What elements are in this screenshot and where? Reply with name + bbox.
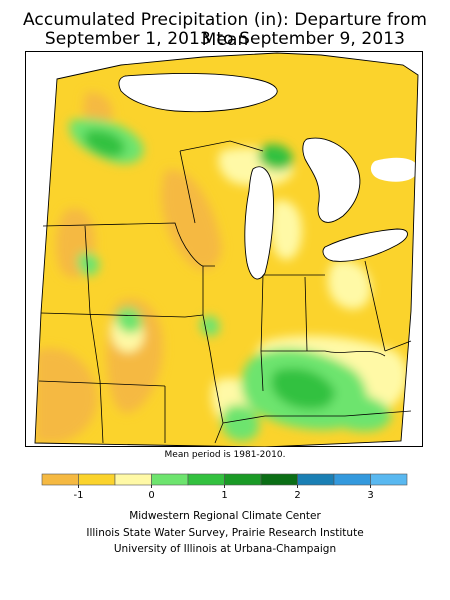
boundary-iowa-north — [42, 222, 215, 267]
lake-ontario — [370, 157, 418, 182]
surplus-zone-missouri-north — [116, 307, 142, 333]
credit-university: University of Illinois at Urbana-Champai… — [113, 543, 337, 555]
deficit-zone-kansas — [35, 348, 98, 443]
surplus-zone-iowa-west — [77, 252, 100, 276]
lake-superior — [118, 73, 278, 112]
near-normal-zone-western-michigan — [270, 200, 302, 260]
legend-tick-label: -1 — [74, 490, 84, 501]
boundary-ohio-river — [261, 350, 386, 357]
shoreline-superior — [118, 72, 278, 113]
surplus-zone-appalachia — [330, 394, 392, 432]
precipitation-departure-map — [25, 51, 423, 448]
precipitation-fields — [35, 53, 418, 447]
legend-swatch — [114, 473, 152, 486]
boundary-iowa-south — [40, 312, 204, 318]
boundary-wisconsin-michigan — [179, 140, 264, 152]
boundary-kentucky-tennessee — [222, 410, 412, 424]
shoreline-erie — [322, 228, 408, 262]
legend-swatch — [187, 473, 225, 486]
surplus-zone-southern-tip — [221, 404, 260, 441]
legend-swatch — [333, 473, 371, 486]
surplus-zone-michigan-upper — [258, 144, 293, 171]
lake-michigan — [244, 166, 274, 279]
color-scale-legend: -1 0 1 2 3 — [40, 472, 410, 502]
legend-tick-label: 1 — [221, 490, 227, 501]
surplus-zone-illinois — [200, 315, 220, 337]
legend-bar: -1 0 1 2 3 — [41, 473, 408, 501]
shoreline-huron — [302, 137, 361, 223]
mean-period-note: Mean period is 1981-2010. — [164, 450, 286, 460]
boundary-ohio-pennsylvania — [364, 260, 386, 352]
legend-tick-label: 3 — [367, 490, 373, 501]
legend-swatch — [260, 473, 298, 486]
legend-swatch — [224, 473, 262, 486]
legend-tick-label: 0 — [148, 490, 154, 501]
lake-huron — [302, 138, 360, 223]
boundary-west — [84, 225, 104, 444]
shoreline-michigan — [244, 166, 274, 280]
map-date-range: September 1, 2013 to September 9, 2013 — [44, 29, 406, 49]
legend-swatch — [41, 473, 79, 486]
lake-erie — [323, 229, 408, 262]
map-title: Accumulated Precipitation (in): Departur… — [23, 10, 427, 50]
surplus-core-minnesota — [84, 130, 125, 157]
boundary-missouri-kansas — [38, 380, 166, 387]
credit-survey: Illinois State Water Survey, Prairie Res… — [86, 527, 364, 539]
boundary-minnesota-wisconsin — [179, 150, 196, 224]
legend-swatch — [370, 473, 408, 486]
legend-swatch — [151, 473, 189, 486]
region-outline — [34, 52, 419, 448]
boundary-west-virginia — [384, 340, 412, 352]
boundary-indiana-ohio — [304, 276, 308, 352]
deficit-zone-wisconsin — [161, 169, 222, 270]
surplus-core-kentucky — [271, 368, 336, 410]
lake-shorelines — [118, 72, 408, 280]
legend-swatch — [78, 473, 116, 486]
legend-tick-label: 2 — [294, 490, 300, 501]
deficit-zone-north — [83, 92, 113, 127]
boundary-illinois-west — [202, 266, 224, 444]
near-normal-zone-lake-erie — [327, 260, 371, 310]
credit-organization: Midwestern Regional Climate Center — [129, 510, 321, 522]
state-boundaries — [38, 140, 412, 444]
legend-swatch — [297, 473, 335, 486]
